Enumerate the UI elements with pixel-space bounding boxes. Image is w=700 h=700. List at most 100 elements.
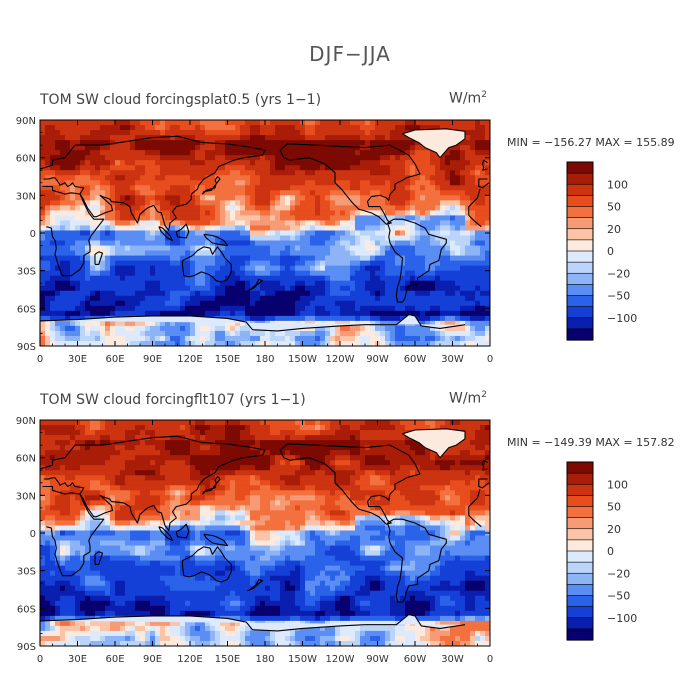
field-cell xyxy=(425,225,431,231)
field-cell xyxy=(50,195,56,201)
field-cell xyxy=(355,280,361,287)
field-cell xyxy=(115,240,121,246)
field-cell xyxy=(480,230,486,236)
field-cell xyxy=(485,160,491,166)
field-cell xyxy=(125,150,131,156)
field-cell xyxy=(205,210,211,216)
colorbar-swatch xyxy=(566,272,594,285)
field-cell xyxy=(405,290,411,297)
field-cell xyxy=(425,420,431,426)
field-cell xyxy=(400,455,406,461)
field-cell xyxy=(340,170,346,176)
field-cell xyxy=(385,135,391,141)
field-cell xyxy=(435,455,441,461)
field-cell xyxy=(225,205,231,211)
field-cell xyxy=(100,175,106,181)
field-cell xyxy=(215,150,221,156)
field-cell xyxy=(470,290,476,297)
field-cell xyxy=(330,160,336,166)
field-cell xyxy=(395,190,401,196)
field-cell xyxy=(470,450,476,456)
field-cell xyxy=(320,300,326,307)
field-cell xyxy=(100,230,106,236)
field-cell xyxy=(445,215,451,221)
field-cell xyxy=(380,245,386,251)
field-cell xyxy=(240,120,246,126)
field-cell xyxy=(140,440,146,446)
field-cell xyxy=(80,330,86,337)
field-cell xyxy=(245,340,251,347)
field-cell xyxy=(75,290,81,297)
field-cell xyxy=(60,220,66,226)
field-cell xyxy=(65,220,71,226)
field-cell xyxy=(255,225,261,231)
field-cell xyxy=(340,175,346,181)
field-cell xyxy=(370,260,376,267)
field-cell xyxy=(250,195,256,201)
field-cell xyxy=(405,300,411,307)
units-text: W/m xyxy=(449,90,482,107)
field-cell xyxy=(275,175,281,181)
field-cell xyxy=(170,215,176,221)
field-cell xyxy=(470,335,476,342)
field-cell xyxy=(450,160,456,166)
field-cell xyxy=(90,225,96,231)
field-cell xyxy=(155,205,161,211)
field-cell xyxy=(85,420,91,426)
field-cell xyxy=(470,435,476,441)
field-cell xyxy=(205,200,211,206)
field-cell xyxy=(445,175,451,181)
field-cell xyxy=(140,195,146,201)
field-cell xyxy=(385,190,391,196)
field-cell xyxy=(320,125,326,131)
field-cell xyxy=(420,215,426,221)
field-cell xyxy=(115,290,121,297)
field-cell xyxy=(150,330,156,337)
field-cell xyxy=(485,325,491,332)
field-cell xyxy=(300,330,306,337)
field-cell xyxy=(175,260,181,267)
field-cell xyxy=(145,335,151,342)
field-cell xyxy=(465,175,471,181)
field-cell xyxy=(65,285,71,292)
x-tick-label: 30W xyxy=(441,354,464,365)
field-cell xyxy=(190,295,196,302)
field-cell xyxy=(445,450,451,456)
field-cell xyxy=(145,240,151,246)
field-cell xyxy=(350,245,356,251)
field-cell xyxy=(65,460,71,466)
field-cell xyxy=(50,425,56,431)
field-cell xyxy=(455,455,461,461)
field-cell xyxy=(40,210,46,216)
field-cell xyxy=(90,120,96,126)
field-cell xyxy=(120,140,126,146)
field-cell xyxy=(135,250,141,256)
field-cell xyxy=(70,430,76,436)
field-cell xyxy=(355,430,361,436)
field-cell xyxy=(270,210,276,216)
field-cell xyxy=(240,215,246,221)
field-cell xyxy=(215,280,221,287)
field-cell xyxy=(475,455,481,461)
field-cell xyxy=(290,195,296,201)
field-cell xyxy=(100,335,106,342)
field-cell xyxy=(395,435,401,441)
field-cell xyxy=(110,455,116,461)
field-cell xyxy=(305,190,311,196)
field-cell xyxy=(150,270,156,277)
field-cell xyxy=(385,205,391,211)
field-cell xyxy=(50,305,56,312)
field-cell xyxy=(450,145,456,151)
field-cell xyxy=(80,295,86,302)
field-cell xyxy=(315,430,321,436)
field-cell xyxy=(130,160,136,166)
field-cell xyxy=(360,170,366,176)
field-cell xyxy=(420,225,426,231)
field-cell xyxy=(85,285,91,292)
field-cell xyxy=(465,340,471,347)
field-cell xyxy=(40,310,46,317)
field-cell xyxy=(260,165,266,171)
field-cell xyxy=(190,150,196,156)
field-cell xyxy=(180,330,186,337)
field-cell xyxy=(290,150,296,156)
